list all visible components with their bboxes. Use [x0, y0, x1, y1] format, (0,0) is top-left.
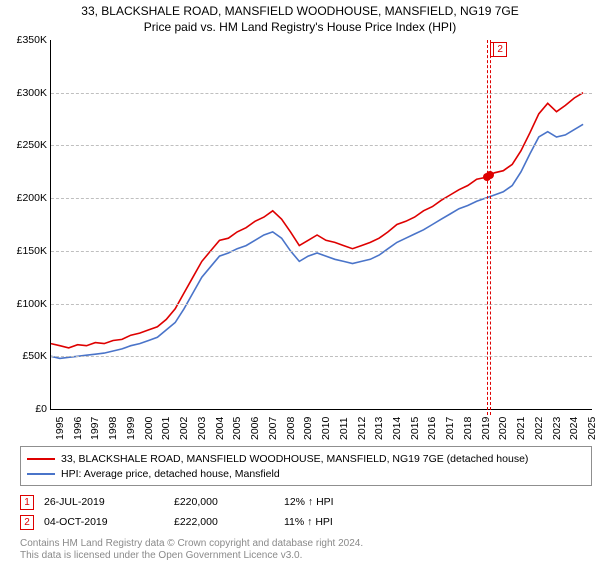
footer-attribution: Contains HM Land Registry data © Crown c… [20, 538, 592, 562]
y-axis-label: £0 [3, 403, 47, 415]
legend-swatch [27, 473, 55, 475]
gridline [51, 356, 592, 357]
transaction-price: £222,000 [174, 516, 274, 528]
gridline [51, 93, 592, 94]
gridline [51, 145, 592, 146]
title-subtitle: Price paid vs. HM Land Registry's House … [0, 20, 600, 34]
gridline [51, 198, 592, 199]
legend-item: HPI: Average price, detached house, Mans… [27, 466, 585, 481]
gridline [51, 304, 592, 305]
legend-box: 33, BLACKSHALE ROAD, MANSFIELD WOODHOUSE… [20, 446, 592, 486]
chart-series-line [51, 93, 583, 348]
y-axis-label: £100K [3, 298, 47, 310]
price-marker-dot [486, 171, 494, 179]
transaction-date: 04-OCT-2019 [44, 516, 164, 528]
transaction-table: 1 26-JUL-2019 £220,000 12% ↑ HPI 2 04-OC… [20, 492, 592, 532]
transaction-pct: 12% ↑ HPI [284, 496, 384, 508]
marker-badge: 1 [20, 495, 34, 510]
gridline [51, 251, 592, 252]
y-axis-label: £200K [3, 192, 47, 204]
legend-item: 33, BLACKSHALE ROAD, MANSFIELD WOODHOUSE… [27, 451, 585, 466]
y-axis-label: £50K [3, 350, 47, 362]
transaction-pct: 11% ↑ HPI [284, 516, 384, 528]
price-marker-line [487, 40, 488, 415]
title-address: 33, BLACKSHALE ROAD, MANSFIELD WOODHOUSE… [0, 4, 600, 18]
footer-line: Contains HM Land Registry data © Crown c… [20, 538, 592, 550]
table-row: 1 26-JUL-2019 £220,000 12% ↑ HPI [20, 492, 592, 512]
footer-line: This data is licensed under the Open Gov… [20, 550, 592, 562]
transaction-date: 26-JUL-2019 [44, 496, 164, 508]
chart-lines [51, 40, 592, 409]
y-axis-label: £150K [3, 245, 47, 257]
chart-title: 33, BLACKSHALE ROAD, MANSFIELD WOODHOUSE… [0, 0, 600, 36]
marker-badge: 2 [20, 515, 34, 530]
transaction-price: £220,000 [174, 496, 274, 508]
chart-plot-area: £0£50K£100K£150K£200K£250K£300K£350K12 [50, 40, 592, 410]
y-axis-label: £250K [3, 139, 47, 151]
legend-label: HPI: Average price, detached house, Mans… [61, 468, 280, 480]
x-axis-labels: 1995199619971998199920002001200220032004… [50, 410, 592, 444]
price-marker-line [490, 40, 491, 415]
legend-label: 33, BLACKSHALE ROAD, MANSFIELD WOODHOUSE… [61, 453, 528, 465]
price-marker-badge: 2 [493, 42, 507, 57]
y-axis-label: £350K [3, 34, 47, 46]
chart-series-line [51, 124, 583, 358]
legend-swatch [27, 458, 55, 460]
table-row: 2 04-OCT-2019 £222,000 11% ↑ HPI [20, 512, 592, 532]
y-axis-label: £300K [3, 87, 47, 99]
